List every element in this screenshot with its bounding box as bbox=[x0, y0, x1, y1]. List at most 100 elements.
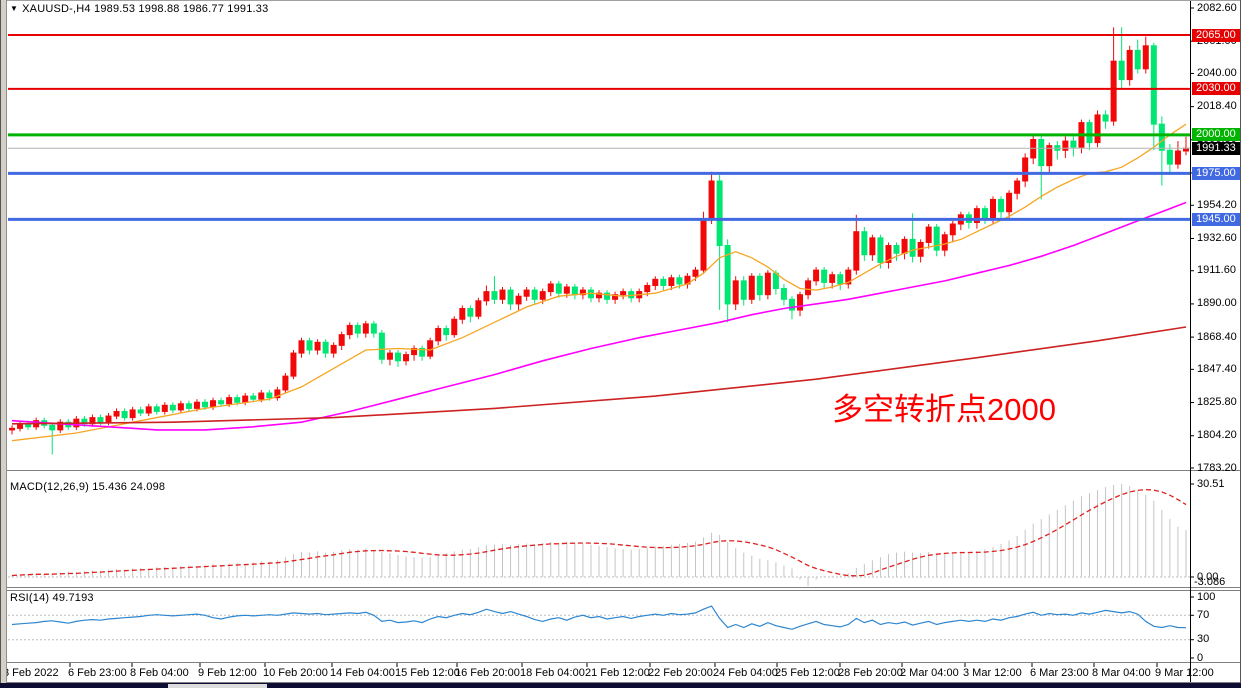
candle-body bbox=[797, 294, 804, 311]
candle-body bbox=[981, 208, 988, 219]
candle-body bbox=[354, 324, 361, 334]
candle-body bbox=[386, 352, 393, 360]
candle-body bbox=[523, 289, 530, 297]
candle-body bbox=[322, 341, 329, 354]
candle-body bbox=[1118, 60, 1125, 81]
candle-body bbox=[105, 415, 112, 423]
price-line-label: 1945.00 bbox=[1192, 212, 1240, 226]
candle-body bbox=[507, 289, 514, 305]
candle-body bbox=[1070, 140, 1077, 148]
candle-body bbox=[435, 327, 442, 342]
price-line-label: 1975.00 bbox=[1192, 166, 1240, 180]
candle-body bbox=[901, 238, 908, 254]
candle-body bbox=[1094, 114, 1101, 144]
candle-body bbox=[1086, 122, 1093, 144]
candle-body bbox=[1134, 49, 1141, 70]
candle-body bbox=[153, 406, 160, 412]
candle-body bbox=[49, 424, 56, 431]
candle-body bbox=[282, 375, 289, 391]
candle-body bbox=[547, 283, 554, 293]
candle-body bbox=[218, 400, 225, 405]
window-border-top bbox=[0, 0, 1241, 1]
candle-body bbox=[266, 392, 273, 399]
price-tick-label: 2082.60 bbox=[1197, 1, 1237, 14]
macd-indicator-header: MACD(12,26,9) 15.436 24.098 bbox=[10, 481, 166, 493]
date-label: 18 Feb 04:00 bbox=[520, 667, 585, 679]
candle-body bbox=[700, 218, 707, 271]
date-label: 3 Feb 2022 bbox=[3, 667, 59, 679]
candle-body bbox=[443, 327, 450, 336]
symbol-dropdown-icon[interactable]: ▼ bbox=[10, 4, 19, 13]
rsi-indicator-header: RSI(14) 49.7193 bbox=[10, 592, 94, 604]
candle-body bbox=[579, 289, 586, 296]
candle-body bbox=[990, 198, 996, 219]
candle-body bbox=[298, 340, 305, 354]
candle-body bbox=[893, 245, 900, 254]
candle-body bbox=[121, 410, 128, 419]
candle-body bbox=[941, 234, 948, 251]
candle-body bbox=[193, 401, 200, 409]
candle-body bbox=[338, 334, 345, 346]
candle-body bbox=[1126, 49, 1133, 81]
candle-body bbox=[563, 286, 570, 294]
date-label: 9 Mar 12:00 bbox=[1155, 667, 1214, 679]
macd-axis-label: 0.00 bbox=[1197, 570, 1219, 583]
price-tick-label: 1954.20 bbox=[1197, 198, 1237, 211]
candle-body bbox=[1110, 60, 1117, 122]
candle-body bbox=[772, 272, 779, 290]
price-tick-label: 1825.80 bbox=[1197, 396, 1237, 409]
candle-body bbox=[909, 238, 916, 257]
candle-body bbox=[1022, 157, 1029, 182]
candle-body bbox=[467, 308, 474, 317]
bottom-taskbar-strip[interactable] bbox=[0, 683, 1241, 688]
candle-body bbox=[459, 308, 466, 320]
date-label: 6 Mar 23:00 bbox=[1030, 667, 1089, 679]
candle-body bbox=[604, 292, 611, 300]
price-tick-label: 1868.40 bbox=[1197, 330, 1237, 343]
candle-body bbox=[708, 180, 715, 220]
candle-body bbox=[1030, 139, 1037, 159]
rsi-axis-label: 0 bbox=[1197, 651, 1204, 664]
window-border-left-fill bbox=[1, 0, 6, 683]
candle-body bbox=[596, 292, 602, 299]
macd-axis-label: 30.51 bbox=[1197, 477, 1225, 490]
date-label: 15 Feb 12:00 bbox=[395, 667, 460, 679]
annotation-text: 多空转折点2000 bbox=[832, 392, 1056, 427]
candle-body bbox=[764, 272, 771, 296]
candle-body bbox=[137, 409, 144, 414]
candle-body bbox=[732, 280, 739, 305]
candle-body bbox=[973, 208, 980, 223]
candle-body bbox=[869, 237, 876, 256]
candle-body bbox=[9, 427, 16, 431]
candle-body bbox=[1142, 45, 1149, 70]
rsi-axis-label: 30 bbox=[1197, 633, 1210, 646]
ohlc-values: 1989.53 1998.88 1986.77 1991.33 bbox=[94, 3, 269, 15]
candle-body bbox=[57, 421, 64, 431]
candle-body bbox=[185, 403, 192, 409]
candle-body bbox=[234, 397, 241, 403]
price-tick-label: 1890.00 bbox=[1197, 297, 1237, 310]
candle-body bbox=[676, 277, 683, 285]
candle-body bbox=[362, 323, 369, 334]
ma-slow-darkred bbox=[11, 326, 1187, 425]
rsi-axis-label: 100 bbox=[1197, 590, 1216, 603]
candle-body bbox=[539, 291, 546, 300]
candle-body bbox=[161, 404, 168, 412]
candle-body bbox=[644, 284, 651, 293]
candle-body bbox=[169, 404, 176, 411]
candle-body bbox=[1166, 149, 1173, 165]
candle-body bbox=[330, 344, 337, 354]
candle-body bbox=[845, 269, 852, 285]
price-tick-label: 1804.20 bbox=[1197, 429, 1237, 442]
candle-body bbox=[427, 340, 434, 357]
chart-header: ▼ XAUUSD-,H4 1989.53 1998.88 1986.77 1991… bbox=[10, 3, 268, 15]
candle-body bbox=[177, 403, 184, 411]
candle-body bbox=[1150, 45, 1157, 125]
candle-body bbox=[1062, 140, 1069, 151]
candle-body bbox=[419, 347, 426, 357]
candle-body bbox=[748, 275, 755, 300]
candle-body bbox=[394, 352, 401, 362]
symbol-timeframe-label[interactable]: XAUUSD-,H4 bbox=[22, 3, 91, 15]
